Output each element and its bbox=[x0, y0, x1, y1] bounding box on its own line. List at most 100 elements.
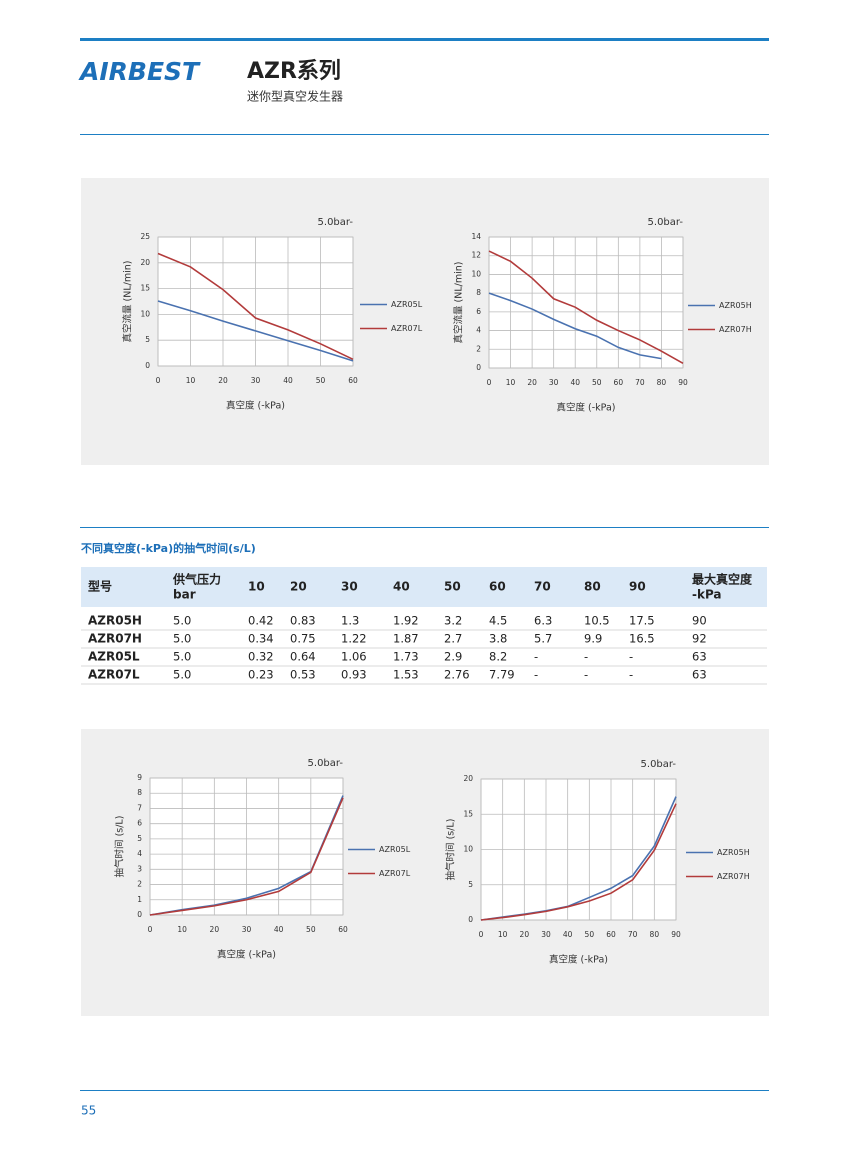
y-tick-label: 25 bbox=[140, 232, 150, 241]
legend-label: AZR05H bbox=[719, 301, 752, 310]
series-line bbox=[157, 300, 354, 362]
table-cell: - bbox=[629, 650, 633, 664]
table-cell: 7.79 bbox=[489, 668, 515, 682]
table-cell: - bbox=[534, 668, 538, 682]
y-tick-label: 5 bbox=[137, 834, 142, 843]
table-cell: 0.93 bbox=[341, 668, 367, 682]
x-tick-label: 40 bbox=[563, 930, 573, 939]
table-header-cell: 型号 bbox=[88, 579, 112, 594]
x-tick-label: 20 bbox=[520, 930, 530, 939]
table-cell: AZR07L bbox=[88, 668, 140, 682]
x-tick-label: 60 bbox=[338, 925, 348, 934]
x-tick-label: 60 bbox=[614, 378, 624, 387]
y-tick-label: 4 bbox=[476, 326, 481, 335]
chart-title: 5.0bar- bbox=[308, 758, 344, 769]
table-header-cell: 60 bbox=[489, 580, 506, 594]
y-tick-label: 20 bbox=[463, 774, 473, 783]
table-cell: 5.0 bbox=[173, 632, 191, 646]
table-cell: 92 bbox=[692, 632, 707, 646]
series-line bbox=[149, 797, 344, 916]
y-tick-label: 5 bbox=[468, 880, 473, 889]
y-tick-label: 10 bbox=[140, 309, 150, 318]
table-cell: 5.0 bbox=[173, 668, 191, 682]
x-tick-label: 10 bbox=[186, 376, 196, 385]
x-tick-label: 70 bbox=[628, 930, 638, 939]
y-tick-label: 0 bbox=[476, 363, 481, 372]
legend-label: AZR05H bbox=[717, 848, 750, 857]
x-tick-label: 50 bbox=[316, 376, 326, 385]
table-cell: - bbox=[629, 668, 633, 682]
x-tick-label: 30 bbox=[549, 378, 559, 387]
x-axis-label: 真空度 (-kPa) bbox=[226, 400, 285, 412]
table-header-cell: 40 bbox=[393, 580, 410, 594]
x-tick-label: 40 bbox=[274, 925, 284, 934]
table-cell: 0.34 bbox=[248, 632, 274, 646]
table-cell: 16.5 bbox=[629, 632, 655, 646]
y-tick-label: 0 bbox=[137, 910, 142, 919]
y-tick-label: 7 bbox=[137, 803, 142, 812]
table-cell: AZR07H bbox=[88, 632, 142, 646]
series-line bbox=[488, 250, 684, 365]
table-cell: - bbox=[584, 668, 588, 682]
table-cell: 5.0 bbox=[173, 614, 191, 628]
table-cell: 10.5 bbox=[584, 614, 610, 628]
table-cell: 1.3 bbox=[341, 614, 359, 628]
x-tick-label: 0 bbox=[148, 925, 153, 934]
y-tick-label: 1 bbox=[137, 895, 142, 904]
table-cell: 2.76 bbox=[444, 668, 470, 682]
table-cell: 1.87 bbox=[393, 632, 419, 646]
table-cell: 2.9 bbox=[444, 650, 462, 664]
x-tick-label: 40 bbox=[570, 378, 580, 387]
y-tick-label: 14 bbox=[471, 232, 481, 241]
table-header-cell: 90 bbox=[629, 580, 646, 594]
table-cell: 1.53 bbox=[393, 668, 419, 682]
y-tick-label: 10 bbox=[471, 269, 481, 278]
table-cell: 8.2 bbox=[489, 650, 507, 664]
x-tick-label: 20 bbox=[218, 376, 228, 385]
y-axis-label: 真空流量 (NL/min) bbox=[453, 262, 465, 344]
table-cell: 0.64 bbox=[290, 650, 316, 664]
table-cell: 1.22 bbox=[341, 632, 367, 646]
y-tick-label: 0 bbox=[145, 361, 150, 370]
x-tick-label: 10 bbox=[506, 378, 516, 387]
x-tick-label: 80 bbox=[650, 930, 660, 939]
y-tick-label: 15 bbox=[140, 284, 150, 293]
title: AZR系列 bbox=[247, 59, 341, 84]
chart-title: 5.0bar- bbox=[318, 217, 354, 228]
table-cell: 0.75 bbox=[290, 632, 316, 646]
x-tick-label: 90 bbox=[671, 930, 681, 939]
table-cell: 63 bbox=[692, 650, 707, 664]
table-header-cell: 50 bbox=[444, 580, 461, 594]
x-tick-label: 10 bbox=[177, 925, 187, 934]
table-cell: 6.3 bbox=[534, 614, 552, 628]
y-axis-label: 真空流量 (NL/min) bbox=[122, 261, 134, 343]
x-tick-label: 70 bbox=[635, 378, 645, 387]
y-tick-label: 2 bbox=[476, 344, 481, 353]
legend-label: AZR07L bbox=[379, 869, 411, 878]
subtitle: 迷你型真空发生器 bbox=[247, 89, 343, 104]
table-cell: AZR05L bbox=[88, 650, 140, 664]
x-tick-label: 30 bbox=[541, 930, 551, 939]
table-header-cell: 最大真空度 bbox=[692, 572, 753, 587]
x-axis-label: 真空度 (-kPa) bbox=[557, 402, 616, 414]
y-tick-label: 6 bbox=[476, 307, 481, 316]
y-tick-label: 20 bbox=[140, 258, 150, 267]
table-cell: 1.06 bbox=[341, 650, 367, 664]
table-header-cell: -kPa bbox=[692, 588, 722, 602]
x-tick-label: 0 bbox=[487, 378, 492, 387]
x-tick-label: 50 bbox=[592, 378, 602, 387]
rule bbox=[80, 134, 769, 135]
table-cell: 9.9 bbox=[584, 632, 602, 646]
table-header-cell: 20 bbox=[290, 580, 307, 594]
y-axis-label: 抽气时间 (s/L) bbox=[114, 816, 126, 878]
series-line bbox=[157, 252, 354, 361]
table-cell: 63 bbox=[692, 668, 707, 682]
y-tick-label: 4 bbox=[137, 849, 142, 858]
x-tick-label: 50 bbox=[306, 925, 316, 934]
legend-label: AZR07H bbox=[719, 325, 752, 334]
rule bbox=[80, 1090, 769, 1091]
y-tick-label: 10 bbox=[463, 845, 473, 854]
x-tick-label: 20 bbox=[210, 925, 220, 934]
table-title: 不同真空度(-kPa)的抽气时间(s/L) bbox=[81, 541, 256, 555]
y-tick-label: 12 bbox=[471, 251, 481, 260]
